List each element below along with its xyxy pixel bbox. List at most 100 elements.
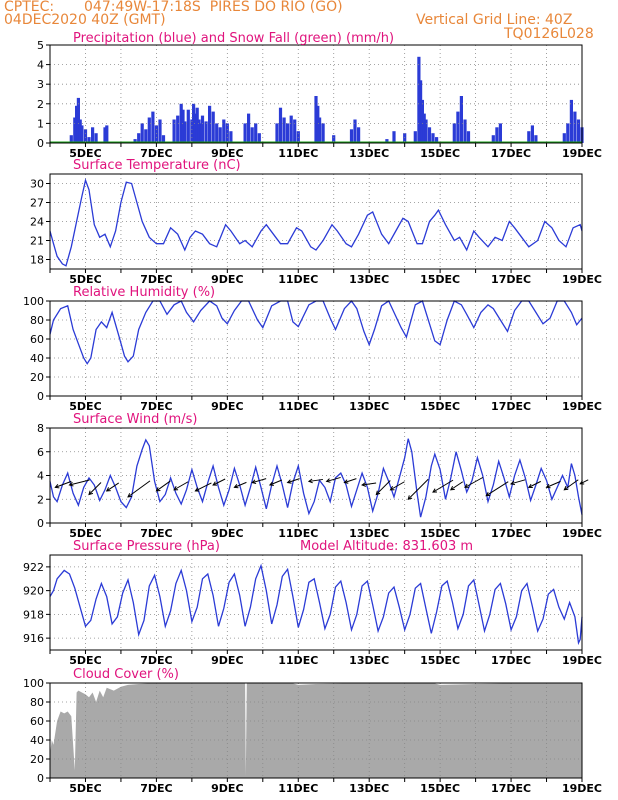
wind-arrow-head bbox=[307, 478, 313, 484]
wind-arrow-shaft bbox=[546, 480, 561, 488]
precipitation-bar bbox=[154, 125, 158, 143]
wind-arrow-shaft bbox=[69, 479, 90, 486]
precipitation-xtick-label: 19DEC bbox=[562, 147, 602, 160]
humidity-ytick-label: 20 bbox=[30, 371, 44, 384]
pressure-ytick-label: 920 bbox=[23, 585, 44, 598]
precipitation-bar bbox=[419, 80, 423, 143]
precipitation-bar bbox=[69, 135, 73, 143]
pressure-xtick-label: 9DEC bbox=[211, 654, 243, 667]
pressure-xtick-label: 15DEC bbox=[420, 654, 460, 667]
wind-ytick-label: 0 bbox=[37, 517, 44, 530]
precipitation-bar bbox=[215, 123, 219, 143]
humidity-title: Relative Humidity (%) bbox=[73, 285, 215, 300]
precipitation-bar bbox=[566, 123, 570, 143]
cloud-cover-xtick-label: 11DEC bbox=[278, 782, 318, 795]
precipitation-bar bbox=[103, 127, 107, 143]
precipitation-bar bbox=[466, 131, 471, 143]
precipitation-bar bbox=[427, 127, 432, 143]
precipitation-bar bbox=[83, 129, 88, 143]
cloud-cover-ytick-label: 20 bbox=[30, 753, 44, 766]
cloud-cover-xtick-label: 19DEC bbox=[562, 782, 602, 795]
pressure-xtick-label: 5DEC bbox=[69, 654, 101, 667]
precipitation-bar bbox=[73, 117, 77, 143]
wind-arrow-shaft bbox=[510, 479, 526, 485]
precipitation-bar bbox=[133, 139, 137, 143]
precipitation-bar bbox=[147, 117, 151, 143]
temperature-ytick-label: 21 bbox=[30, 235, 44, 248]
wind-arrow-head bbox=[105, 487, 111, 492]
wind-arrow-head bbox=[510, 480, 516, 486]
precipitation-bar bbox=[193, 113, 197, 143]
precipitation-bar bbox=[91, 127, 95, 143]
temperature-ytick-label: 27 bbox=[30, 197, 44, 210]
wind-arrow-shaft bbox=[287, 478, 300, 484]
wind-arrow-head bbox=[251, 479, 257, 484]
precipitation-bar bbox=[573, 111, 577, 143]
wind-arrow-shaft bbox=[106, 482, 120, 492]
temperature-ytick-label: 24 bbox=[30, 216, 44, 229]
precipitation-ytick-label: 5 bbox=[37, 39, 44, 52]
temperature-xtick-label: 13DEC bbox=[349, 273, 389, 286]
pressure-annotation: Model Altitude: 831.603 m bbox=[300, 539, 473, 554]
precipitation-bar bbox=[318, 117, 322, 143]
precipitation-xtick-label: 9DEC bbox=[211, 147, 243, 160]
precipitation-bar bbox=[456, 111, 460, 143]
wind-arrow-shaft bbox=[173, 481, 189, 491]
precipitation-bar bbox=[137, 133, 141, 143]
precipitation-bar bbox=[316, 105, 320, 143]
precipitation-bar bbox=[192, 103, 196, 143]
wind-arrow-head bbox=[286, 479, 292, 484]
wind-arrow-shaft bbox=[252, 478, 267, 484]
precipitation-bar bbox=[197, 119, 201, 143]
temperature-title: Surface Temperature (nC) bbox=[73, 158, 241, 173]
cloud-cover-panel: 0 20 40 60 80 100 5DEC 7DEC 9DEC 11DEC 13DEC 15DEC 1… bbox=[23, 667, 602, 795]
wind-arrow-shaft bbox=[212, 478, 226, 486]
precipitation-bar bbox=[247, 113, 251, 143]
wind-arrow-head bbox=[173, 486, 179, 491]
cloud-cover-xtick-label: 5DEC bbox=[69, 782, 101, 795]
cloud-cover-title: Cloud Cover (%) bbox=[73, 667, 179, 682]
precipitation-xtick-label: 7DEC bbox=[140, 147, 172, 160]
precipitation-bar bbox=[229, 131, 233, 143]
precipitation-bar bbox=[527, 131, 531, 143]
precipitation-bar bbox=[278, 107, 283, 143]
wind-xtick-label: 7DEC bbox=[140, 527, 172, 540]
wind-arrow-shaft bbox=[326, 476, 341, 482]
precipitation-panel: 0 1 2 3 4 5 5DEC 7DEC 9DEC 11DEC 13DEC 15DEC 17DEC 19… bbox=[37, 31, 602, 160]
precipitation-bar bbox=[172, 119, 176, 143]
wind-arrow-shaft bbox=[269, 479, 283, 486]
precipitation-xtick-label: 11DEC bbox=[278, 147, 318, 160]
wind-arrow-shaft bbox=[375, 480, 391, 495]
cloud-cover-xtick-label: 9DEC bbox=[211, 782, 243, 795]
humidity-ytick-label: 80 bbox=[30, 314, 44, 327]
temperature-xtick-label: 11DEC bbox=[278, 273, 318, 286]
humidity-ytick-label: 40 bbox=[30, 352, 44, 365]
wind-xtick-label: 17DEC bbox=[491, 527, 531, 540]
pressure-xtick-label: 7DEC bbox=[140, 654, 172, 667]
cloud-cover-area bbox=[50, 683, 582, 778]
humidity-ytick-label: 0 bbox=[37, 390, 44, 403]
precipitation-bar bbox=[254, 123, 258, 143]
precipitation-ytick-label: 4 bbox=[37, 59, 44, 72]
precipitation-bar bbox=[140, 123, 144, 143]
humidity-ytick-label: 100 bbox=[23, 295, 44, 308]
precipitation-bar bbox=[314, 96, 318, 143]
wind-arrow-head bbox=[545, 483, 551, 489]
precipitation-xtick-label: 13DEC bbox=[349, 147, 389, 160]
cloud-cover-ytick-label: 100 bbox=[23, 677, 44, 690]
precipitation-bar bbox=[286, 123, 290, 143]
precipitation-bar bbox=[204, 121, 208, 143]
precipitation-bar bbox=[78, 119, 82, 143]
precipitation-bar bbox=[357, 127, 361, 143]
precipitation-bar bbox=[353, 119, 357, 143]
cloud-cover-xtick-label: 13DEC bbox=[349, 782, 389, 795]
wind-arrow-head bbox=[233, 483, 239, 489]
precipitation-bar bbox=[151, 111, 155, 143]
precipitation-bar bbox=[181, 109, 185, 143]
pressure-xtick-label: 17DEC bbox=[491, 654, 531, 667]
wind-arrow-head bbox=[563, 485, 569, 491]
precipitation-bar bbox=[94, 133, 98, 143]
cloud-cover-frame bbox=[49, 682, 583, 779]
wind-ytick-label: 8 bbox=[37, 422, 44, 435]
temperature-series-line bbox=[49, 178, 583, 267]
